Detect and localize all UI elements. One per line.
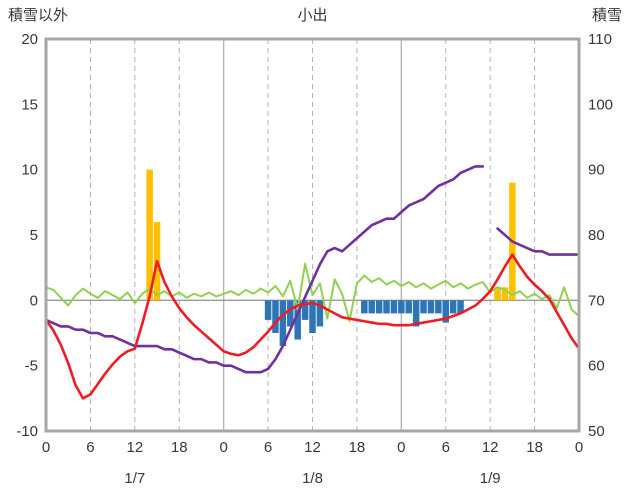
svg-text:0: 0 bbox=[575, 439, 583, 456]
svg-text:0: 0 bbox=[219, 439, 227, 456]
series-blue-bars bbox=[264, 300, 464, 347]
svg-text:18: 18 bbox=[171, 439, 188, 456]
svg-text:70: 70 bbox=[588, 292, 605, 309]
svg-text:6: 6 bbox=[442, 439, 450, 456]
plot-border bbox=[44, 37, 581, 433]
svg-text:60: 60 bbox=[588, 358, 605, 375]
svg-text:10: 10 bbox=[21, 162, 38, 179]
svg-text:12: 12 bbox=[304, 439, 321, 456]
svg-text:90: 90 bbox=[588, 162, 605, 179]
svg-text:80: 80 bbox=[588, 227, 605, 244]
svg-text:1/9: 1/9 bbox=[480, 470, 501, 487]
svg-text:110: 110 bbox=[588, 31, 612, 48]
svg-text:5: 5 bbox=[30, 227, 38, 244]
svg-text:6: 6 bbox=[86, 439, 94, 456]
svg-text:0: 0 bbox=[30, 292, 38, 309]
svg-text:6: 6 bbox=[264, 439, 272, 456]
svg-text:0: 0 bbox=[397, 439, 405, 456]
series-purple-line bbox=[44, 165, 581, 374]
series-red-line bbox=[44, 253, 581, 400]
svg-text:18: 18 bbox=[526, 439, 543, 456]
gridlines bbox=[46, 39, 579, 431]
series-orange-bars bbox=[146, 169, 516, 301]
svg-text:15: 15 bbox=[21, 96, 38, 113]
svg-text:50: 50 bbox=[588, 423, 605, 440]
svg-text:18: 18 bbox=[349, 439, 366, 456]
svg-text:12: 12 bbox=[482, 439, 499, 456]
right-axis-title: 積雪 bbox=[591, 7, 622, 24]
svg-text:-5: -5 bbox=[25, 358, 38, 375]
svg-text:100: 100 bbox=[588, 96, 613, 113]
svg-text:-10: -10 bbox=[16, 423, 38, 440]
svg-text:12: 12 bbox=[126, 439, 143, 456]
left-axis-title: 積雪以外 bbox=[8, 7, 69, 24]
svg-text:1/8: 1/8 bbox=[302, 470, 323, 487]
svg-text:1/7: 1/7 bbox=[124, 470, 145, 487]
svg-text:20: 20 bbox=[21, 31, 38, 48]
chart-title: 小出 bbox=[297, 7, 328, 24]
svg-text:0: 0 bbox=[42, 439, 50, 456]
